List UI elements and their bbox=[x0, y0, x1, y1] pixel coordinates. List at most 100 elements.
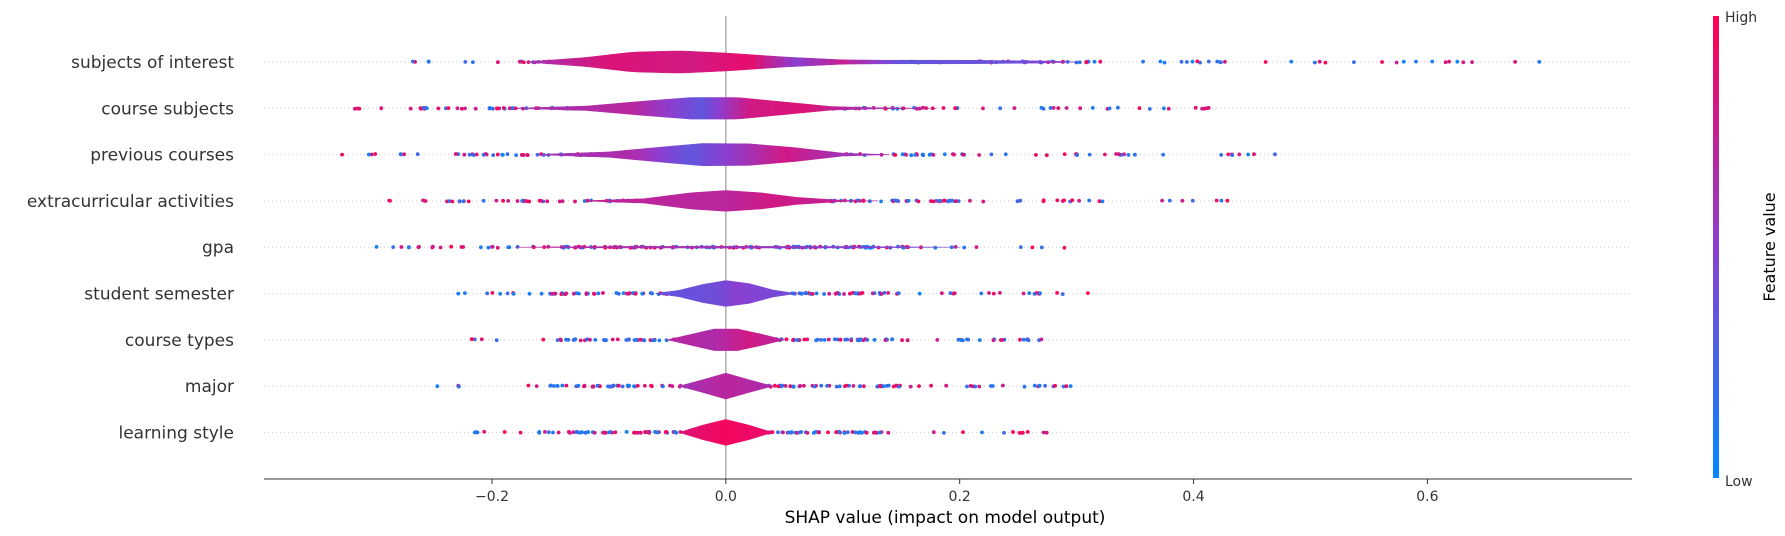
violin-segment bbox=[529, 107, 537, 110]
shap-point bbox=[795, 338, 800, 342]
violin-segment bbox=[554, 58, 564, 66]
violin-segment bbox=[803, 246, 812, 249]
shap-point bbox=[424, 106, 429, 111]
shap-point bbox=[564, 383, 569, 388]
shap-point bbox=[582, 199, 587, 203]
shap-point bbox=[974, 245, 979, 250]
shap-point bbox=[882, 291, 887, 295]
feature-row: subjects of interest bbox=[71, 50, 1632, 74]
violin-segment bbox=[819, 198, 825, 204]
shap-point bbox=[495, 106, 499, 111]
violin-segment bbox=[692, 285, 696, 302]
violin-segment bbox=[748, 283, 752, 304]
violin-segment bbox=[877, 246, 886, 248]
shap-point bbox=[1051, 106, 1056, 110]
violin-segment bbox=[739, 97, 748, 120]
shap-point bbox=[879, 199, 883, 204]
shap-point bbox=[822, 338, 827, 342]
violin-segment bbox=[801, 148, 808, 162]
violin-segment bbox=[702, 143, 709, 167]
violin-segment bbox=[711, 282, 715, 305]
violin-segment bbox=[669, 290, 673, 297]
violin-segment bbox=[682, 50, 693, 74]
violin-segment bbox=[707, 246, 716, 249]
shap-point bbox=[473, 430, 477, 435]
shap-point bbox=[929, 383, 933, 388]
shap-point bbox=[991, 291, 996, 296]
violin-segment bbox=[710, 52, 720, 72]
violin-segment bbox=[826, 246, 835, 249]
violin-segment bbox=[833, 199, 840, 203]
shap-point bbox=[1133, 152, 1137, 157]
violin-segment bbox=[563, 58, 574, 66]
feature-label: previous courses bbox=[90, 146, 234, 166]
feature-label: course subjects bbox=[101, 99, 234, 119]
shap-point bbox=[421, 106, 426, 110]
shap-point bbox=[816, 430, 821, 435]
shap-point bbox=[1078, 106, 1083, 111]
violin-segment bbox=[655, 146, 662, 163]
shap-point bbox=[968, 198, 972, 203]
shap-point bbox=[805, 431, 810, 435]
colorbar-low-label: Low bbox=[1725, 474, 1753, 490]
violin-segment bbox=[536, 107, 544, 110]
shap-point bbox=[471, 60, 475, 64]
feature-label: learning style bbox=[118, 423, 234, 443]
violin-segment bbox=[731, 143, 738, 166]
shap-point bbox=[621, 291, 626, 295]
violin-segment bbox=[589, 246, 598, 249]
shap-point bbox=[616, 383, 621, 388]
shap-point bbox=[661, 384, 665, 389]
violin-segment bbox=[774, 289, 778, 298]
shap-point bbox=[791, 384, 796, 389]
violin-segment bbox=[794, 196, 801, 205]
shap-point bbox=[1044, 153, 1049, 158]
shap-point bbox=[961, 152, 966, 157]
shap-point bbox=[865, 338, 870, 342]
shap-point bbox=[650, 338, 655, 343]
shap-point bbox=[596, 291, 601, 296]
shap-point bbox=[1214, 198, 1219, 203]
violin-segment bbox=[702, 283, 706, 304]
violin-segment bbox=[758, 333, 762, 347]
violin-segment bbox=[663, 246, 672, 249]
violin-segment bbox=[809, 197, 815, 204]
shap-point bbox=[1017, 431, 1022, 435]
violin-segment bbox=[762, 334, 766, 346]
violin-segment bbox=[760, 144, 768, 165]
shap-point bbox=[1455, 59, 1460, 64]
shap-point bbox=[942, 198, 947, 203]
violin-segment bbox=[851, 106, 860, 110]
violin-segment bbox=[603, 246, 612, 249]
shap-point bbox=[1237, 152, 1242, 157]
shap-point bbox=[802, 383, 806, 388]
violin-segment bbox=[697, 191, 703, 211]
violin-segment bbox=[739, 329, 742, 351]
violin-segment bbox=[1030, 60, 1041, 64]
shap-point bbox=[1012, 106, 1017, 110]
shap-point bbox=[557, 199, 562, 204]
shap-point bbox=[670, 384, 675, 388]
shap-point bbox=[1074, 60, 1079, 65]
violin-segment bbox=[606, 103, 614, 114]
violin-segment bbox=[648, 99, 656, 117]
shap-point bbox=[1039, 337, 1044, 342]
shap-point bbox=[989, 152, 994, 157]
violin-segment bbox=[840, 246, 849, 249]
shap-point bbox=[340, 152, 344, 157]
shap-point bbox=[1394, 60, 1399, 65]
violin-segment bbox=[620, 102, 628, 115]
violin-segment bbox=[865, 107, 874, 110]
violin-segment bbox=[764, 55, 775, 69]
violin-segment bbox=[764, 334, 768, 345]
shap-point bbox=[1195, 59, 1200, 64]
shap-point bbox=[1032, 383, 1037, 388]
shap-point bbox=[1018, 198, 1023, 203]
violin-segment bbox=[828, 199, 835, 203]
violin-segment bbox=[585, 105, 593, 112]
violin-segment bbox=[557, 106, 565, 111]
shap-point bbox=[1092, 59, 1097, 64]
violin-segment bbox=[781, 101, 790, 116]
shap-point bbox=[416, 245, 421, 250]
